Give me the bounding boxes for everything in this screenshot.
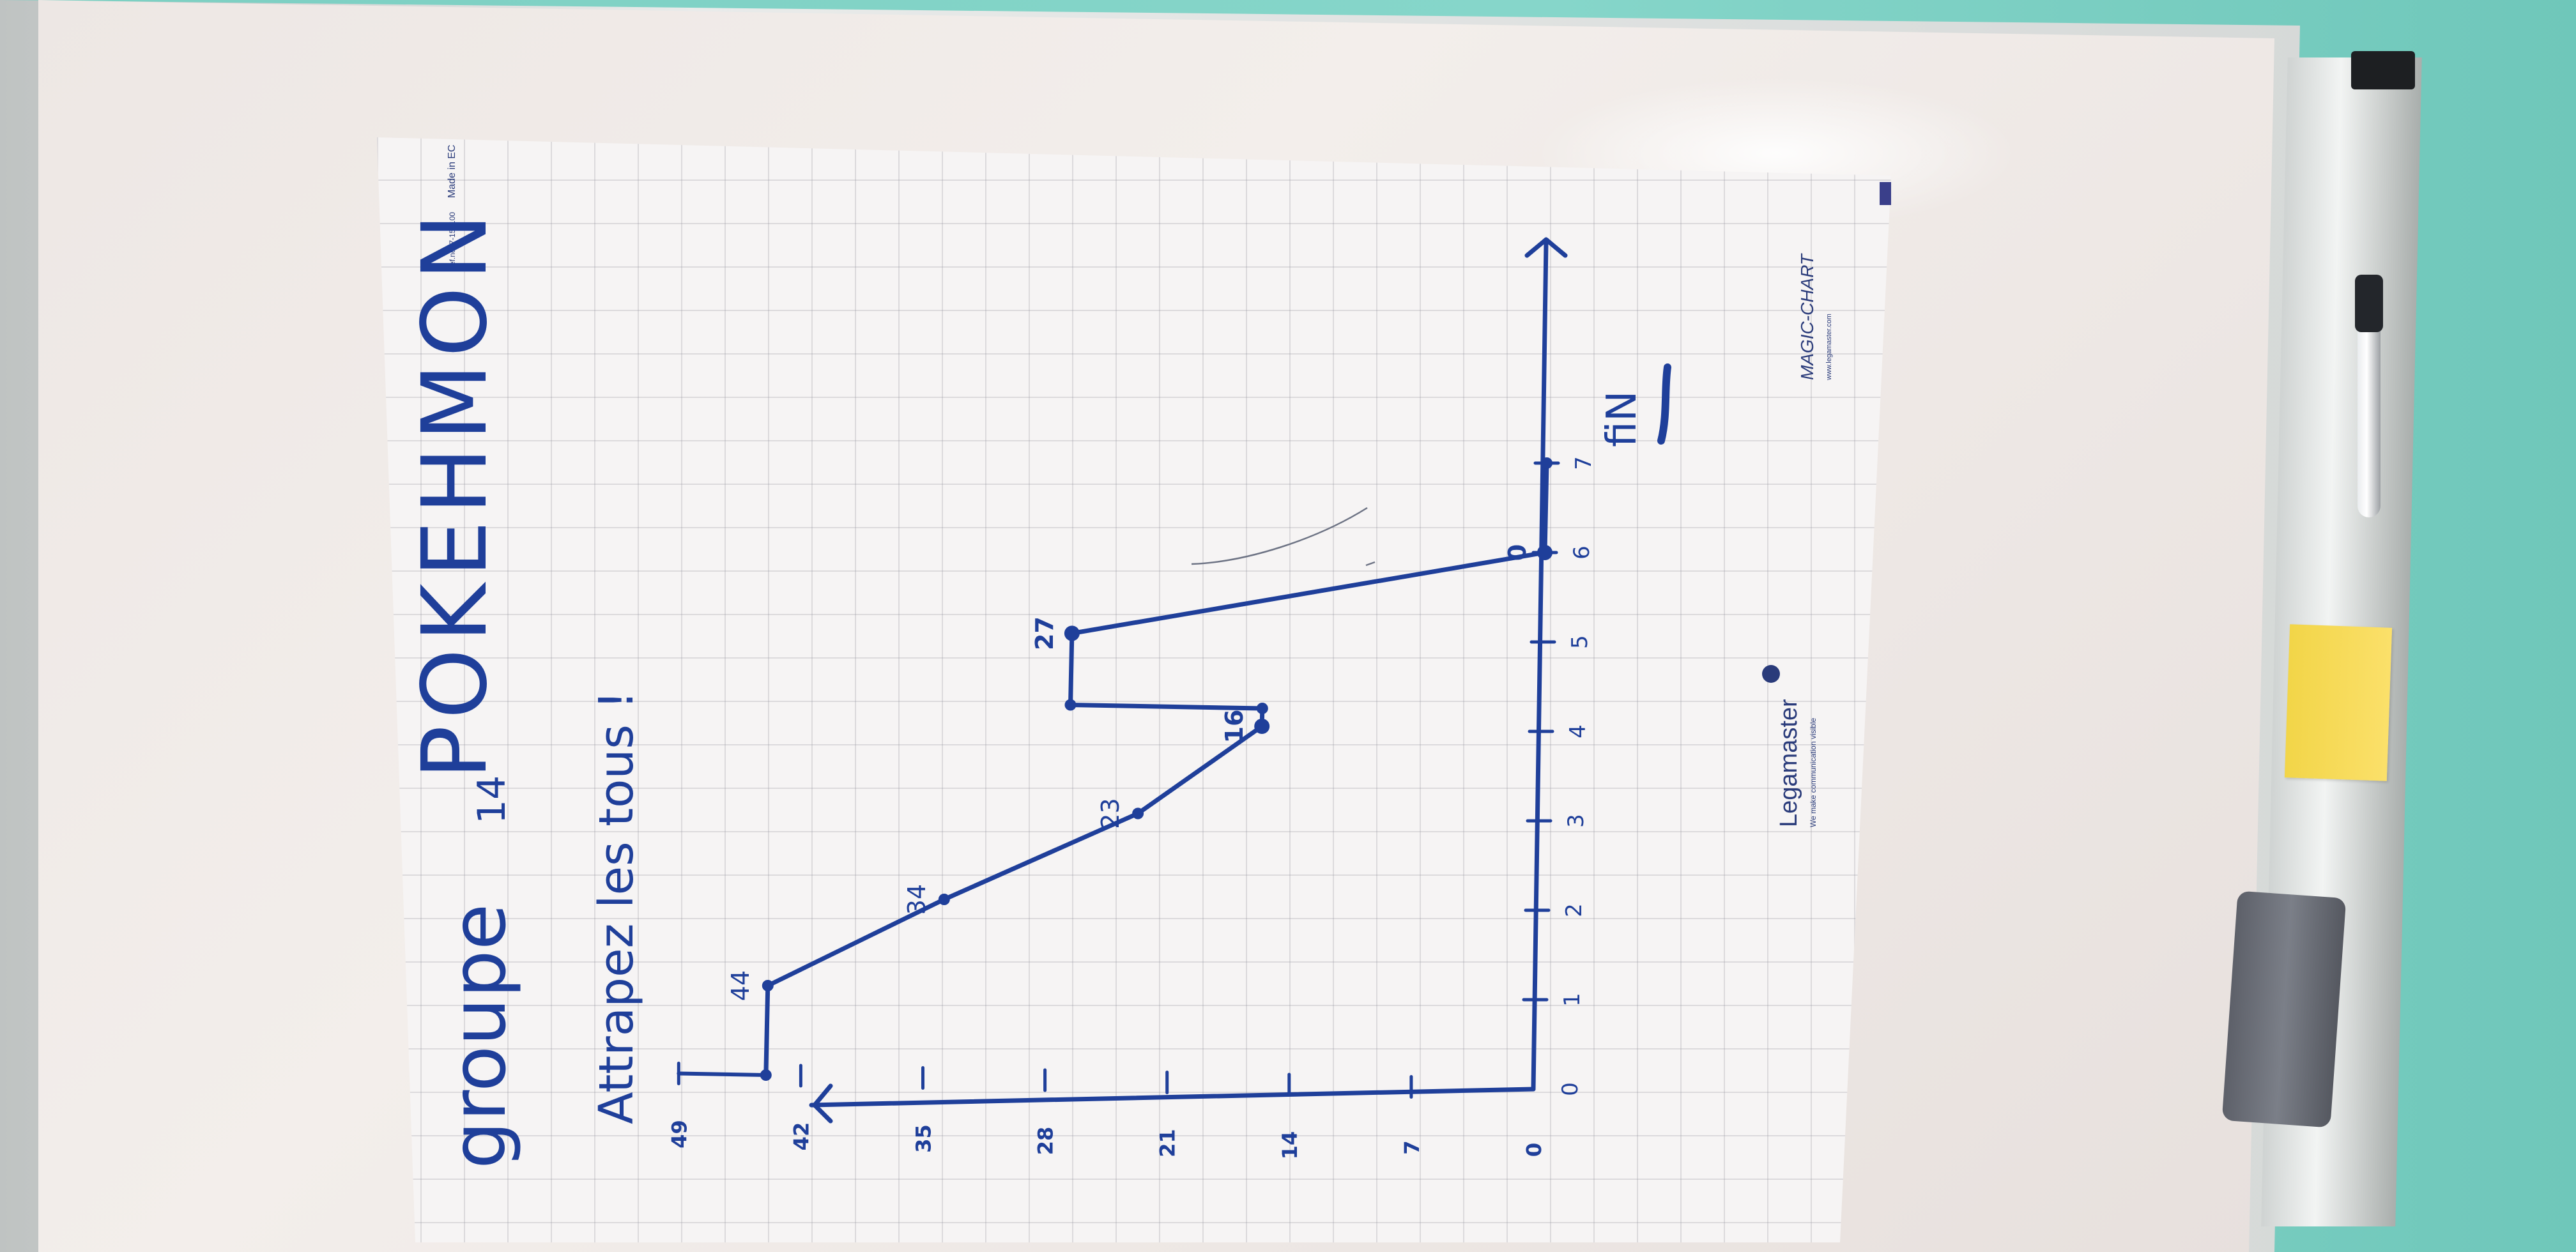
- series-line: [763, 461, 1549, 1078]
- data-point: [1541, 457, 1552, 469]
- hand-logo-icon: [1762, 665, 1780, 683]
- axis-ticks: [677, 461, 1560, 1099]
- end-label: fiN: [1598, 391, 1646, 447]
- data-point: [1254, 719, 1270, 734]
- x-tick-label: 5: [1567, 635, 1593, 649]
- legamaster-logo: Legamaster We make communication visible: [1762, 665, 1818, 827]
- data-point-label: 16: [1220, 710, 1248, 744]
- flipchart-paper: [377, 137, 1891, 1242]
- x-tick-label: 7: [1571, 456, 1597, 470]
- subtitle: Attrapez les tous !: [589, 691, 644, 1124]
- y-tick-label: 0: [1522, 1143, 1546, 1157]
- corner-mark: [1880, 182, 1891, 205]
- data-point: [762, 980, 774, 991]
- y-axis-arrow: [812, 1083, 833, 1124]
- data-point-label: 0: [1503, 544, 1531, 561]
- data-point-label: 44: [726, 970, 755, 1001]
- x-tick-label: 1: [1560, 993, 1585, 1007]
- data-point-label: 34: [903, 884, 931, 915]
- product-url: www.legamaster.com: [1825, 314, 1833, 381]
- data-point-label: 27: [1031, 616, 1059, 650]
- x-tick-label: 4: [1565, 724, 1591, 738]
- data-points: [677, 457, 1552, 1081]
- marker-cap: [2355, 275, 2383, 332]
- x-tick-label: 3: [1563, 814, 1589, 828]
- y-tick-label: 21: [1156, 1129, 1180, 1157]
- y-tick-label: 7: [1400, 1140, 1424, 1154]
- end-underline: [1657, 363, 1671, 445]
- magic-chart-logo: MAGIC-CHART www.legamaster.com: [1797, 253, 1833, 381]
- tray-end-cap: [2351, 51, 2415, 89]
- x-tick-label: 0: [1558, 1082, 1583, 1096]
- data-point: [938, 894, 950, 905]
- ref-label: ref.no. 7-159100: [448, 212, 457, 268]
- x-tick-label: 2: [1561, 903, 1587, 917]
- y-axis: [809, 1087, 1536, 1108]
- title-prefix: groupe: [434, 904, 523, 1169]
- y-tick-label: 42: [789, 1122, 813, 1151]
- end-annotation: fiN: [1598, 363, 1671, 447]
- data-point: [760, 1069, 772, 1081]
- data-point: [1064, 699, 1077, 711]
- made-in-label: Made in EC: [447, 144, 457, 198]
- paper-print: Made in EC ref.no. 7-159100 Legamaster W…: [447, 144, 1891, 827]
- handwritten-title: groupe 14 POKEHMON Attrapez les tous !: [403, 207, 644, 1169]
- product-name: MAGIC-CHART: [1797, 253, 1817, 380]
- x-axis: [1531, 240, 1549, 1092]
- y-tick-label: 14: [1278, 1131, 1302, 1160]
- y-tick-label: 49: [667, 1120, 691, 1149]
- brand-name: Legamaster: [1775, 699, 1802, 827]
- data-point: [1256, 703, 1268, 714]
- y-tick-label: 35: [912, 1124, 936, 1153]
- data-point: [1537, 545, 1552, 560]
- data-point-label: 23: [1096, 798, 1124, 828]
- x-tick-label: 6: [1569, 546, 1595, 560]
- pencil-guide-line: [1191, 507, 1376, 567]
- x-axis-arrow: [1524, 237, 1568, 258]
- start-segment: [677, 1071, 768, 1077]
- data-point-labels: 44 34 23 16 27 0: [726, 544, 1531, 1001]
- y-tick-label: 28: [1034, 1127, 1058, 1156]
- data-point: [1132, 807, 1144, 820]
- title-number: 14: [470, 775, 514, 824]
- title-main: POKEHMON: [403, 207, 507, 779]
- data-point: [1064, 625, 1080, 641]
- brand-tagline: We make communication visible: [1809, 717, 1818, 827]
